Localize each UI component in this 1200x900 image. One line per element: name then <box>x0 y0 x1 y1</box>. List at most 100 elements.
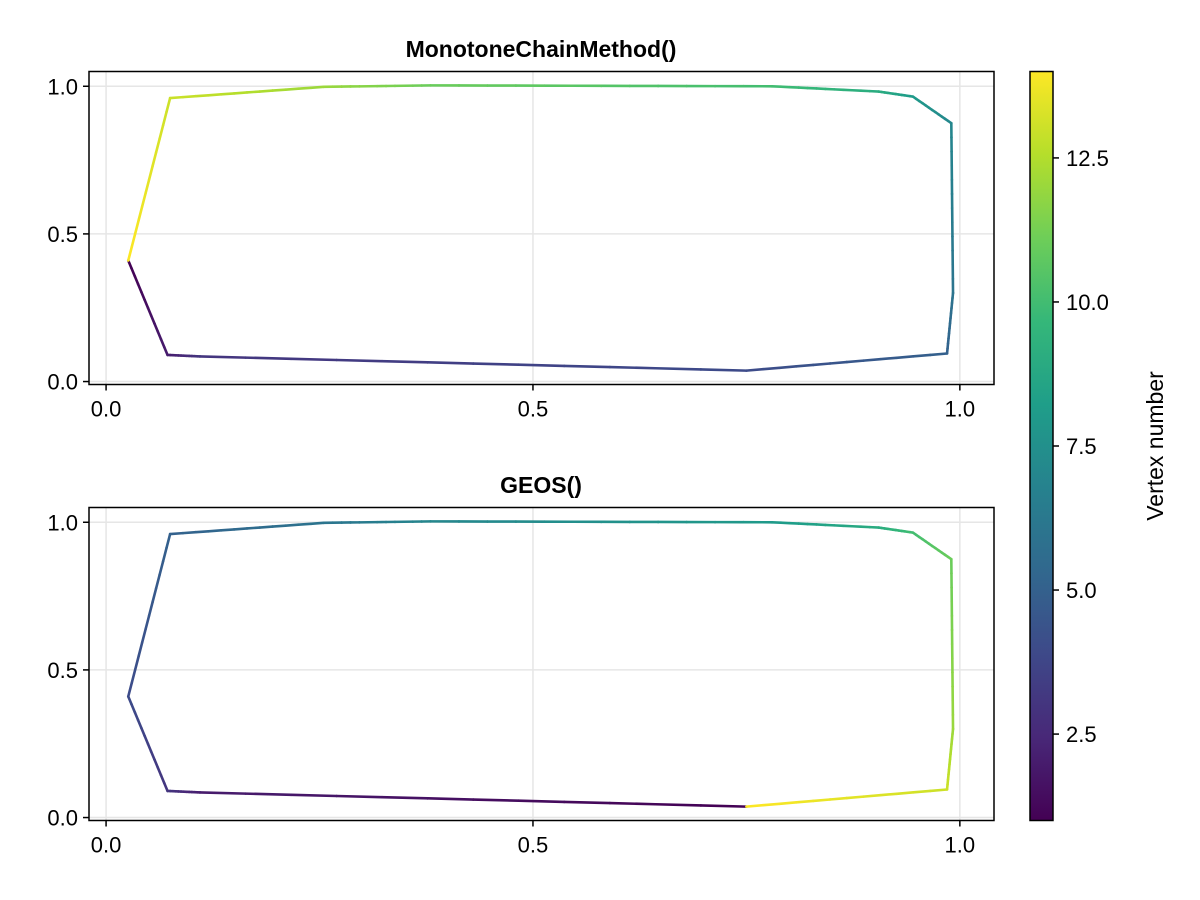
polygon-segment <box>828 360 849 365</box>
polygon-segment <box>194 529 210 534</box>
polygon-segment <box>562 800 612 805</box>
polygon-segment <box>149 314 156 325</box>
polygon-segment <box>699 368 748 372</box>
polygon-segment <box>608 801 657 806</box>
polygon-segment <box>194 93 210 98</box>
polygon-segment <box>258 525 274 529</box>
colorbar-tick-label: 5.0 <box>1066 578 1097 603</box>
polygon-segment <box>159 773 166 785</box>
colorbar-gradient <box>1029 70 1054 822</box>
polygon-segment <box>149 750 156 761</box>
polygon-segment <box>232 91 249 95</box>
polygon-segment <box>862 793 882 798</box>
polygon-segment <box>133 654 141 671</box>
axes-frame <box>88 506 995 822</box>
polygon-segment <box>130 703 137 714</box>
colorbar-tick-label: 7.5 <box>1066 434 1097 459</box>
polygon-segment <box>159 337 166 349</box>
y-tick-label: 1.0 <box>47 510 78 535</box>
polygon-segment <box>137 205 144 222</box>
polygon-segment <box>147 164 154 181</box>
polygon-segment <box>133 218 141 235</box>
polygon-segment <box>289 357 338 362</box>
polygon-segment <box>136 282 143 294</box>
colorbar: 2.5 5.0 7.5 10.0 12.5 Vertex number <box>1029 70 1168 822</box>
polygon-segment <box>136 718 143 730</box>
polygon-segment <box>168 531 185 536</box>
x-axis-ticks: 0.0 0.5 1.0 <box>91 384 976 422</box>
polygon-segment <box>154 573 161 590</box>
polygon-segment <box>335 358 384 363</box>
polygon-segment <box>778 365 798 370</box>
polygon-segment <box>471 362 521 367</box>
polygon-segment <box>140 191 148 208</box>
grid-lines <box>89 507 994 821</box>
polygon-segment <box>271 88 287 92</box>
polygon-segment <box>811 362 832 367</box>
polygon-segment <box>220 92 236 96</box>
polygon-segment <box>147 600 154 617</box>
polygon-segment <box>153 758 160 769</box>
colorbar-tick-label: 10.0 <box>1066 290 1109 315</box>
axes-frame <box>88 70 995 386</box>
series-polygon <box>126 520 955 808</box>
polygon-segment <box>811 798 832 803</box>
x-tick-label: 0.0 <box>91 397 122 422</box>
polygon-segment <box>426 797 475 801</box>
colorbar-ticks: 2.5 5.0 7.5 10.0 12.5 <box>1053 146 1109 747</box>
polygon-segment <box>895 355 915 360</box>
polygon-segment <box>878 356 899 361</box>
polygon-segment <box>126 681 134 698</box>
polygon-segment <box>745 367 765 372</box>
polygon-segment <box>271 524 287 528</box>
polygon-segment <box>244 356 293 361</box>
polygon-segment <box>795 363 815 368</box>
polygon-segment <box>168 95 185 100</box>
polygon-segment <box>130 668 137 685</box>
polygon-segment <box>778 801 798 806</box>
polygon-segment <box>289 793 338 798</box>
polygon-segment <box>380 795 429 800</box>
polygon-segment <box>140 627 148 644</box>
polygon-segment <box>296 86 313 91</box>
polygon-segment <box>895 791 915 796</box>
polygon-segment <box>258 89 274 93</box>
polygon-segment <box>232 527 249 531</box>
polygon-segment <box>845 795 865 800</box>
polygon-segment <box>158 559 165 576</box>
polygon-segment <box>912 789 932 794</box>
x-tick-label: 1.0 <box>945 833 976 858</box>
polygon-segment <box>380 359 429 364</box>
polygon-segment <box>244 792 293 797</box>
x-tick-label: 1.0 <box>945 397 976 422</box>
polygon-segment <box>296 522 313 527</box>
polygon-segment <box>245 90 262 94</box>
polygon-segment <box>245 526 262 530</box>
polygon-segment <box>126 695 133 706</box>
polygon-segment <box>143 298 150 310</box>
y-tick-label: 0.0 <box>47 806 78 831</box>
polygon-segment <box>158 123 165 140</box>
polygon-segment <box>878 792 899 797</box>
panel-geos: GEOS() 0.0 0.5 1.0 0.0 0.5 1.0 <box>47 472 995 858</box>
polygon-segment <box>126 259 133 270</box>
polygon-segment <box>165 96 172 113</box>
polygon-segment <box>761 802 782 807</box>
polygon-segment <box>929 788 949 793</box>
polygon-segment <box>828 796 849 801</box>
polygon-segment <box>309 521 326 526</box>
polygon-segment <box>845 359 865 364</box>
polygon-segment <box>144 177 151 195</box>
polygon-segment <box>284 87 300 91</box>
panel-title: GEOS() <box>500 472 582 498</box>
panel-title: MonotoneChainMethod() <box>406 36 677 62</box>
polygon-segment <box>426 361 475 365</box>
polygon-segment <box>156 766 163 777</box>
polygon-segment <box>517 799 566 804</box>
series-polygon <box>126 84 955 372</box>
polygon-segment <box>761 366 782 371</box>
polygon-segment <box>198 791 247 795</box>
polygon-segment <box>929 352 949 357</box>
polygon-segment <box>140 726 146 738</box>
